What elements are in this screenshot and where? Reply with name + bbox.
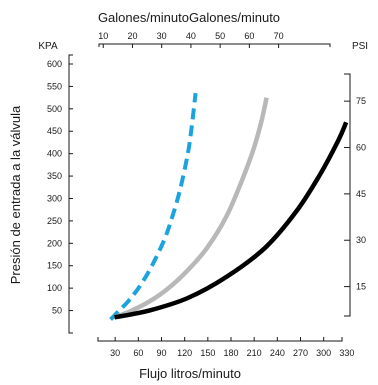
y-left-tick-label: 550	[47, 81, 62, 91]
right-axis-bracket	[344, 73, 351, 317]
series-layer	[109, 92, 349, 321]
x-top-tick-label: 10	[98, 31, 108, 41]
x-bottom-tick-label: 240	[270, 348, 285, 358]
x-bottom-tick-label: 210	[247, 348, 262, 358]
y-right-unit: PSI	[352, 41, 368, 52]
y-left-unit: KPA	[38, 41, 58, 52]
x-bottom-tick-label: 60	[133, 348, 143, 358]
x-bottom-tick-label: 90	[156, 348, 166, 358]
y-left-tick-label: 200	[47, 238, 62, 248]
y-left-tick-label: 250	[47, 216, 62, 226]
x-bottom-tick-label: 180	[223, 348, 238, 358]
chart-title: Galones/minutoGalones/minuto	[98, 10, 280, 25]
y-left-tick-label: 450	[47, 126, 62, 136]
y-right-tick-label: 60	[356, 143, 366, 153]
y-left-tick-label: 50	[52, 306, 62, 316]
x-top-tick-label: 30	[157, 31, 167, 41]
x-top-tick-label: 50	[215, 31, 225, 41]
series-line-blue-dashed	[109, 92, 198, 321]
y-left-tick-label: 500	[47, 104, 62, 114]
y-right-tick-label: 15	[356, 282, 366, 292]
x-axis-title: Flujo litros/minuto	[139, 366, 241, 381]
y-axis-title: Presión de entrada a la válvula	[8, 105, 23, 284]
x-top-tick-label: 70	[274, 31, 284, 41]
bottom-axis-bracket	[97, 337, 343, 342]
x-top-tick-label: 40	[186, 31, 196, 41]
ticks-layer: 50 100 150 200 250 300 350 400 450 500 550 600 15 30 4…	[47, 31, 366, 358]
x-bottom-tick-label: 120	[177, 348, 192, 358]
series-line-black	[114, 121, 349, 320]
x-bottom-tick-label: 330	[339, 348, 354, 358]
y-left-tick-label: 150	[47, 261, 62, 271]
left-axis-bracket	[68, 54, 73, 334]
x-bottom-tick-label: 150	[200, 348, 215, 358]
y-left-tick-label: 600	[47, 59, 62, 69]
y-right-tick-label: 75	[356, 96, 366, 106]
x-bottom-tick-label: 270	[293, 348, 308, 358]
x-top-tick-label: 20	[127, 31, 137, 41]
y-left-tick-label: 100	[47, 283, 62, 293]
series-line-gray	[113, 97, 269, 320]
y-left-tick-label: 350	[47, 171, 62, 181]
x-bottom-tick-label: 300	[316, 348, 331, 358]
y-left-tick-label: 400	[47, 149, 62, 159]
y-right-tick-label: 45	[356, 189, 366, 199]
x-bottom-tick-label: 30	[110, 348, 120, 358]
x-top-tick-label: 60	[244, 31, 254, 41]
y-right-tick-label: 30	[356, 235, 366, 245]
top-axis-bracket	[98, 43, 331, 47]
y-left-tick-label: 300	[47, 193, 62, 203]
